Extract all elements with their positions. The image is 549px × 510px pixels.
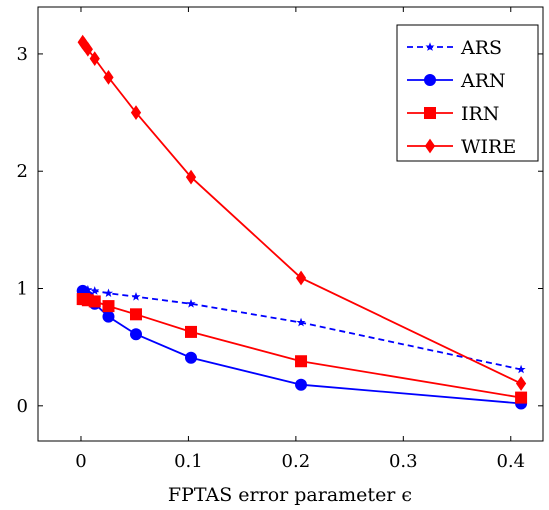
data-point-arn bbox=[295, 378, 308, 391]
plot-area-frame bbox=[37, 6, 544, 442]
legend-marker-wire bbox=[424, 138, 436, 154]
x-axis-label: FPTAS error parameter ϵ bbox=[168, 484, 412, 506]
y-tick-label: 1 bbox=[17, 279, 28, 300]
data-point-irn bbox=[102, 300, 115, 313]
data-point-wire bbox=[295, 270, 307, 286]
data-point-wire bbox=[82, 41, 93, 57]
data-point-arn bbox=[185, 351, 198, 364]
data-point-wire bbox=[515, 376, 527, 391]
data-point-wire bbox=[185, 169, 197, 185]
data-point-arn bbox=[129, 328, 142, 341]
data-point-ars bbox=[103, 288, 114, 298]
legend-label-ars: ARS bbox=[460, 37, 502, 59]
data-point-wire bbox=[130, 105, 142, 120]
legend-label-wire: WIRE bbox=[461, 136, 516, 158]
series-layer bbox=[76, 34, 528, 410]
series-wire bbox=[77, 34, 527, 391]
data-point-arn bbox=[102, 310, 115, 323]
x-tick-label: 0.4 bbox=[496, 451, 525, 472]
data-point-irn bbox=[129, 308, 142, 321]
legend-label-irn: IRN bbox=[461, 103, 499, 125]
series-irn bbox=[76, 293, 528, 404]
y-tick-label: 2 bbox=[17, 161, 28, 182]
data-point-ars bbox=[296, 317, 306, 327]
legend: ARS ARN IRN WIRE bbox=[396, 24, 539, 162]
y-tick-label: 0 bbox=[17, 396, 28, 417]
y-tick-label: 3 bbox=[17, 44, 28, 65]
x-axis-ticks: 0 0.1 0.2 0.3 0.4 bbox=[75, 7, 525, 472]
data-point-ars bbox=[90, 286, 100, 295]
legend-marker-irn bbox=[424, 107, 436, 119]
data-point-irn bbox=[515, 391, 528, 404]
data-point-irn bbox=[185, 325, 198, 338]
data-point-ars bbox=[186, 299, 196, 308]
data-point-wire bbox=[89, 51, 100, 66]
data-point-ars bbox=[131, 291, 141, 301]
data-point-irn bbox=[295, 355, 308, 368]
data-point-ars bbox=[516, 364, 526, 374]
x-tick-label: 0.2 bbox=[282, 451, 311, 472]
y-axis-ticks: 0 1 2 3 bbox=[17, 44, 543, 417]
x-tick-label: 0 bbox=[75, 451, 86, 472]
data-point-wire bbox=[103, 69, 114, 85]
data-point-irn bbox=[88, 295, 101, 308]
x-tick-label: 0.1 bbox=[174, 451, 203, 472]
legend-marker-ars bbox=[425, 42, 435, 51]
legend-marker-arn bbox=[424, 74, 436, 86]
legend-label-arn: ARN bbox=[460, 70, 506, 92]
series-arn bbox=[76, 284, 528, 410]
x-tick-label: 0.3 bbox=[389, 451, 418, 472]
